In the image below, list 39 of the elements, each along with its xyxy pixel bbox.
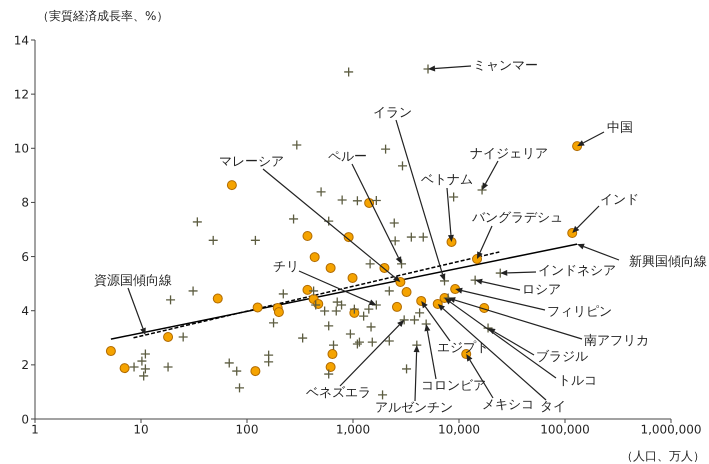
y-tick-label: 6 [21,250,29,264]
annotation: チリ [273,260,299,274]
x-tick-label: 100,000 [540,422,590,437]
y-tick-label: 2 [21,358,29,372]
annotation: タイ [540,400,566,414]
annotation: 南アフリカ [584,334,649,348]
y-tick-label: 10 [14,142,29,156]
annotation: ベネズエラ [306,386,371,400]
annotation: 中国 [607,120,633,136]
annotation: ベトナム [421,172,473,188]
y-tick-label: 8 [21,196,29,210]
x-tick-label: 1,000,000 [640,422,702,437]
annotation: ミャンマー [473,58,538,74]
x-tick-label: 1 [31,422,39,437]
annotation: ロシア [522,282,561,298]
x-tick-label: 1,000 [336,422,370,437]
x-tick-label: 10 [133,422,149,437]
y-axis-title: （実質経済成長率、%） [37,9,168,23]
annotation: マレーシア [219,154,284,170]
y-tick-label: 4 [21,304,29,318]
annotation: 資源国傾向線 [94,274,172,288]
annotation: トルコ [558,374,597,388]
annotation: イラン [373,106,412,120]
annotation: インドネシア [538,264,616,278]
annotation: ナイジェリア [470,146,548,162]
annotation: フィリピン [547,304,612,320]
y-tick-label: 12 [14,87,29,102]
annotation: ブラジル [536,350,588,364]
y-tick-label: 14 [14,33,29,48]
annotation: インド [600,192,639,208]
annotation: アルゼンチン [375,400,453,416]
annotation: メキシコ [482,398,534,412]
x-tick-label: 10,000 [438,422,480,437]
x-axis-title: （人口、万人） [621,449,705,463]
annotation: 新興国傾向線 [629,254,707,270]
annotation: ペルー [328,150,367,164]
x-tick-label: 100 [236,422,258,437]
annotation: バングラデシュ [471,210,563,226]
y-tick-label: 0 [21,412,29,426]
